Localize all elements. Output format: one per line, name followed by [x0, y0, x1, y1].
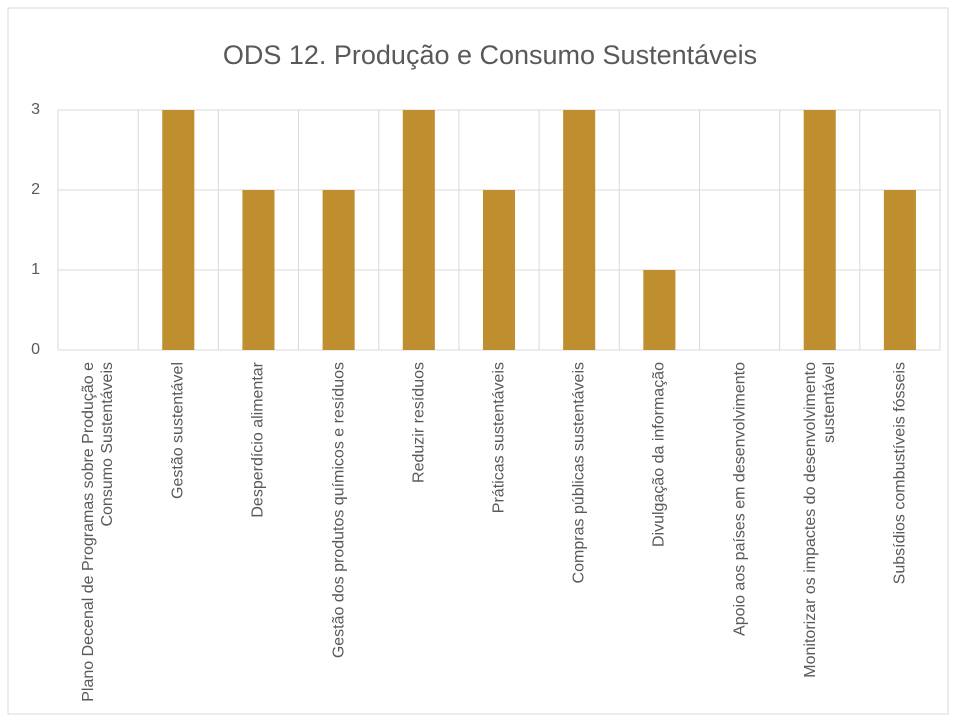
- x-tick-label: Gestão dos produtos químicos e resíduos: [330, 362, 348, 659]
- x-tick-label: Divulgação da informação: [650, 362, 668, 547]
- y-tick-label: 2: [31, 181, 40, 198]
- bar: [482, 190, 516, 350]
- bar: [162, 110, 195, 350]
- bar: [563, 110, 596, 350]
- x-tick-label: Apoio aos países em desenvolvimento: [731, 362, 749, 636]
- y-tick-label: 0: [31, 341, 40, 358]
- bar: [643, 270, 676, 350]
- x-tick-label: Monitorizar os impactes do desenvolvimen…: [801, 362, 838, 678]
- x-tick-label: Gestão sustentável: [169, 362, 187, 499]
- x-tick-label: Desperdício alimentar: [249, 362, 267, 518]
- y-tick-label: 1: [31, 261, 40, 278]
- x-tick-label: Práticas sustentáveis: [490, 362, 508, 514]
- x-tick-label: Compras públicas sustentáveis: [570, 362, 588, 584]
- x-tick-label: Subsídios combustíveis fósseis: [891, 362, 909, 585]
- y-tick-label: 3: [31, 101, 40, 118]
- bar: [242, 190, 275, 350]
- bar: [883, 190, 916, 350]
- bar: [322, 190, 355, 350]
- x-tick-label: Reduzir resíduos: [410, 362, 428, 483]
- chart-title: ODS 12. Produção e Consumo Sustentáveis: [223, 40, 757, 70]
- bar: [402, 110, 435, 350]
- x-tick-label: Plano Decenal de Programas sobre Produçã…: [80, 362, 117, 702]
- bar: [803, 110, 836, 350]
